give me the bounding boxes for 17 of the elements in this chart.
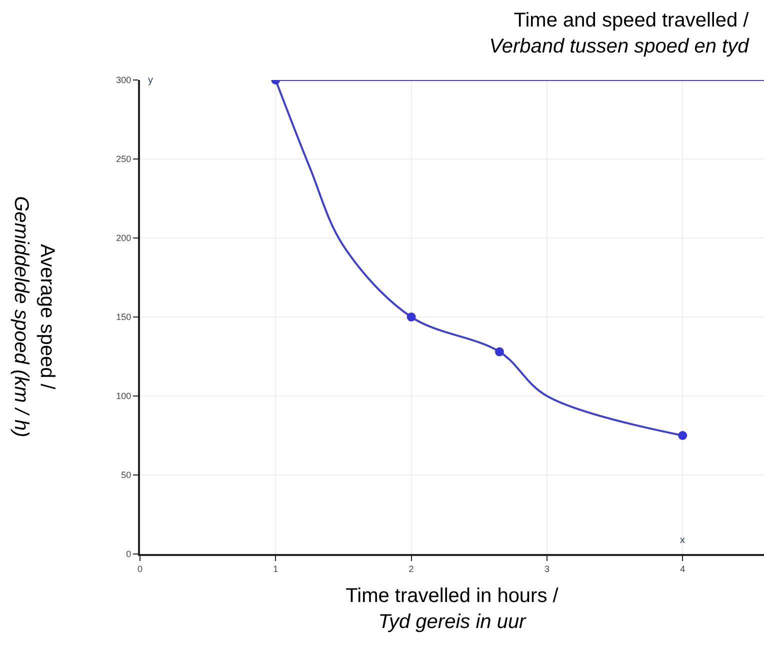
y-tick-label: 250 — [116, 154, 132, 164]
x-axis-title: Time travelled in hours / Tyd gereis in uur — [346, 584, 559, 633]
y-axis-title: Average speed / Gemiddelde spoed (km / h) — [10, 196, 58, 438]
x-tick-label: 2 — [408, 564, 414, 574]
x-tick-label: 0 — [137, 564, 143, 574]
y-tick-label: 150 — [116, 312, 132, 322]
x-tick-label: 4 — [680, 564, 686, 574]
chart-title: Time and speed travelled / Verband tussen spoed en tyd — [489, 10, 750, 58]
y-tick-label: 50 — [121, 470, 132, 480]
y-tick-label: 0 — [126, 549, 132, 560]
y-tick-label: 200 — [116, 233, 132, 244]
annotation: x — [680, 535, 685, 546]
annotation: y — [148, 75, 153, 86]
x-tick-label: 1 — [273, 564, 278, 574]
y-tick-label: 100 — [116, 391, 132, 402]
x-tick-label: 3 — [544, 564, 550, 574]
y-tick-label: 300 — [116, 75, 132, 86]
